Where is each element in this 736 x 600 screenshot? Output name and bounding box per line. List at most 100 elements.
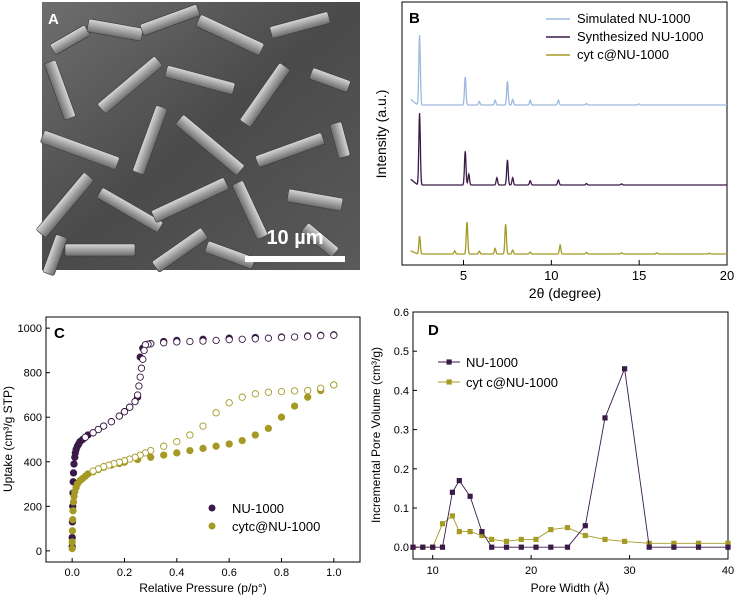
iso-point-s2-25	[199, 444, 207, 453]
iso-point-s2-30	[264, 424, 273, 433]
sem-rod-14	[329, 121, 351, 159]
panel-b-series	[410, 34, 727, 255]
sem-rod-9	[309, 67, 351, 93]
iso-point-s3-1	[317, 384, 325, 392]
sem-rod-24	[301, 223, 339, 257]
psd-legend-marker-0	[446, 359, 452, 365]
iso-point-s2-31	[277, 413, 286, 421]
panel-d-x-axis-label: Pore Width (Å)	[531, 580, 610, 595]
panel-a-label: A	[48, 11, 59, 28]
iso-point-s1-12	[173, 338, 181, 346]
psd-y-tick-label-2: 0.2	[394, 464, 409, 476]
psd-point-s1-15	[602, 536, 608, 542]
psd-point-s1-18	[671, 540, 677, 546]
sem-rod-11	[132, 105, 168, 175]
iso-point-s1-9	[212, 336, 220, 345]
psd-x-tick-label-1: 20	[525, 565, 537, 577]
iso-x-tick-label-5: 1.0	[326, 567, 341, 579]
psd-point-s1-3	[439, 521, 446, 527]
psd-point-s0-3	[439, 544, 446, 550]
panel-b-legend: Simulated NU-1000 Synthesized NU-1000 cyt …	[546, 11, 703, 62]
psd-point-s1-4	[449, 513, 455, 519]
panel-d: D 10 20 30 40 0.0 0.1 0.2 0.3 0.4 0.5 0.6 NU-1000 c…	[369, 307, 734, 595]
psd-point-s1-12	[548, 527, 554, 533]
psd-point-s1-6	[467, 529, 473, 535]
psd-point-s0-2	[430, 544, 436, 550]
iso-point-s3-5	[264, 388, 273, 396]
iso-point-s1-23	[131, 397, 139, 406]
iso-legend-marker-0	[208, 504, 216, 512]
psd-point-s1-8	[489, 536, 495, 542]
iso-x-tick-label-1: 0.2	[117, 567, 132, 579]
sem-rod-17	[151, 177, 229, 223]
iso-point-s1-17	[140, 346, 148, 355]
psd-y-tick-label-3: 0.3	[394, 425, 409, 437]
psd-legend-marker-1	[446, 379, 452, 385]
iso-point-s1-25	[120, 408, 129, 416]
psd-point-s0-13	[564, 544, 571, 550]
iso-y-tick-label-2: 400	[24, 457, 42, 469]
iso-point-s2-26	[212, 442, 220, 450]
panel-c-label: C	[54, 325, 65, 342]
psd-point-s0-17	[646, 544, 652, 550]
iso-point-s1-3	[290, 333, 299, 341]
panel-d-y-axis-label: Incremental Pore Volume (cm³/g)	[369, 347, 383, 523]
pxrd-series-0	[410, 34, 727, 106]
sem-rod-6	[97, 56, 163, 114]
iso-point-s1-4	[277, 333, 286, 342]
iso-y-tick-label-0: 0	[36, 546, 42, 558]
sem-rod-3	[195, 14, 265, 56]
psd-point-s0-9	[503, 544, 510, 550]
iso-point-s0-7	[70, 460, 78, 468]
iso-point-s2-29	[251, 431, 259, 439]
iso-point-s3-7	[238, 393, 246, 401]
panel-b-x-axis: 5 10 15 20	[460, 260, 734, 283]
psd-point-s0-0	[410, 544, 416, 550]
psd-point-s1-9	[503, 538, 510, 544]
sem-rod-1	[86, 18, 144, 42]
psd-y-tick-label-5: 0.5	[394, 346, 409, 358]
iso-point-s3-0	[330, 381, 338, 389]
panel-c-series	[68, 331, 338, 553]
iso-point-s1-11	[186, 337, 194, 346]
psd-point-s0-4	[449, 489, 455, 495]
panel-c-legend: NU-1000 cytc@NU-1000	[208, 501, 320, 534]
psd-point-s0-11	[533, 544, 539, 550]
iso-point-s1-18	[139, 355, 147, 363]
psd-y-tick-label-4: 0.4	[394, 385, 409, 397]
psd-point-s1-11	[533, 536, 539, 542]
pxrd-legend-label-1: Synthesized NU-1000	[577, 29, 703, 44]
iso-point-s3-10	[199, 422, 207, 430]
iso-x-tick-label-2: 0.4	[169, 567, 184, 579]
iso-point-s2-3	[69, 516, 77, 524]
iso-point-s3-2	[304, 386, 312, 395]
sem-rod-19	[286, 188, 344, 212]
psd-point-s0-12	[548, 544, 554, 550]
pxrd-legend-label-0: Simulated NU-1000	[577, 11, 690, 26]
iso-point-s3-11	[186, 431, 194, 439]
iso-point-s2-33	[304, 393, 312, 401]
psd-y-tick-label-0: 0.0	[394, 542, 409, 554]
panel-d-series	[410, 366, 731, 550]
psd-point-s1-13	[564, 525, 571, 531]
psd-point-s1-14	[582, 532, 588, 539]
panel-b: B 5 10 15 20 Simulated NU-1000 Synthesized N…	[373, 1, 734, 301]
panel-b-label: B	[409, 10, 420, 27]
iso-point-s2-32	[290, 402, 299, 410]
iso-x-tick-label-3: 0.6	[222, 567, 237, 579]
sem-rod-12	[175, 114, 245, 176]
psd-point-s1-19	[695, 540, 702, 546]
iso-point-s3-3	[290, 387, 299, 395]
iso-point-s3-25	[89, 467, 97, 475]
panel-b-x-axis-label: 2θ (degree)	[529, 285, 601, 301]
iso-point-s1-21	[135, 382, 143, 390]
psd-legend-label-1: cyt c@NU-1000	[466, 375, 558, 390]
psd-point-s0-6	[467, 493, 473, 499]
psd-point-s0-19	[695, 544, 702, 550]
sem-rod-4	[269, 11, 331, 39]
psd-point-s1-20	[725, 540, 731, 546]
iso-point-s0-6	[69, 469, 78, 477]
iso-y-tick-label-1: 200	[24, 501, 42, 513]
psd-legend-label-0: NU-1000	[466, 355, 518, 370]
